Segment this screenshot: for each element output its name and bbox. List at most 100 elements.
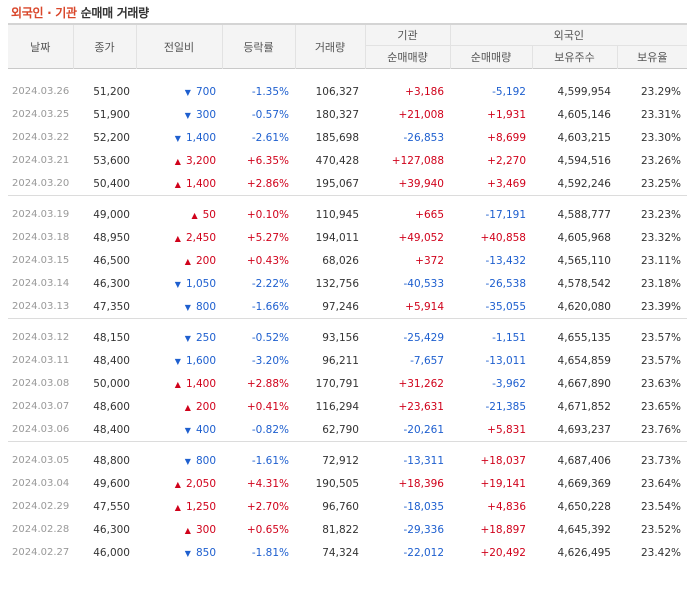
cell-holdings: 4,588,777 bbox=[557, 208, 611, 221]
cell-close: 48,150 bbox=[93, 331, 130, 344]
triangle-down-icon: ▼ bbox=[184, 548, 191, 558]
cell-change-value: 200 bbox=[195, 254, 216, 267]
cell-close: 49,600 bbox=[93, 477, 130, 490]
cell-change: ▲ 50 bbox=[136, 203, 222, 226]
cell-holdings: 4,592,246 bbox=[557, 177, 611, 190]
cell-volume: 470,428 bbox=[315, 154, 359, 167]
cell-ratio: 23.73% bbox=[640, 454, 682, 467]
cell-volume: 116,294 bbox=[315, 400, 359, 413]
cell-close: 48,400 bbox=[93, 423, 130, 436]
cell-change-value: 400 bbox=[195, 423, 216, 436]
cell-close: 49,000 bbox=[93, 208, 130, 221]
cell-volume: 132,756 bbox=[315, 277, 359, 290]
cell-inst-net: +23,631 bbox=[398, 400, 444, 413]
header-spacer bbox=[8, 69, 687, 81]
header-holdings: 보유주수 bbox=[531, 45, 617, 69]
group-separator bbox=[8, 318, 688, 326]
cell-date: 2024.03.26 bbox=[12, 86, 70, 97]
group-separator bbox=[8, 441, 688, 449]
cell-foreign-net: +4,836 bbox=[487, 500, 526, 513]
header-rate: 등락률 bbox=[221, 24, 295, 69]
separator-cell bbox=[8, 195, 688, 203]
cell-change-value: 300 bbox=[195, 108, 216, 121]
cell-close: 51,900 bbox=[93, 108, 130, 121]
cell-rate: -1.66% bbox=[251, 300, 289, 313]
cell-change: ▼ 250 bbox=[136, 326, 222, 349]
cell-rate: +2.88% bbox=[246, 377, 289, 390]
cell-date: 2024.03.15 bbox=[12, 255, 70, 266]
cell-change: ▲ 2,050 bbox=[136, 472, 222, 495]
cell-date: 2024.02.28 bbox=[12, 524, 70, 535]
header-change: 전일비 bbox=[135, 24, 222, 69]
cell-ratio: 23.76% bbox=[640, 423, 682, 436]
cell-foreign-net: -1,151 bbox=[492, 331, 526, 344]
cell-volume: 106,327 bbox=[315, 85, 359, 98]
triangle-down-icon: ▼ bbox=[184, 302, 191, 312]
cell-volume: 93,156 bbox=[322, 331, 359, 344]
cell-holdings: 4,626,495 bbox=[557, 546, 611, 559]
cell-ratio: 23.65% bbox=[640, 400, 682, 413]
cell-date: 2024.03.14 bbox=[12, 278, 70, 289]
table-row: 2024.03.04 49,600 ▲ 2,050 +4.31% 190,505 +18,3… bbox=[8, 472, 687, 495]
triangle-up-icon: ▲ bbox=[191, 210, 198, 220]
cell-volume: 62,790 bbox=[322, 423, 359, 436]
header-close: 종가 bbox=[72, 24, 136, 69]
table-row: 2024.03.11 48,400 ▼ 1,600 -3.20% 96,211 -7,657… bbox=[8, 349, 687, 372]
cell-ratio: 23.11% bbox=[640, 254, 682, 267]
cell-holdings: 4,605,968 bbox=[557, 231, 611, 244]
triangle-up-icon: ▲ bbox=[174, 156, 181, 166]
cell-change-value: 3,200 bbox=[185, 154, 216, 167]
cell-rate: -0.52% bbox=[251, 331, 289, 344]
cell-volume: 72,912 bbox=[322, 454, 359, 467]
cell-volume: 194,011 bbox=[315, 231, 359, 244]
cell-foreign-net: -35,055 bbox=[485, 300, 526, 313]
cell-ratio: 23.42% bbox=[640, 546, 682, 559]
cell-change: ▼ 700 bbox=[136, 80, 222, 103]
cell-inst-net: -7,657 bbox=[410, 354, 444, 367]
table-row: 2024.03.14 46,300 ▼ 1,050 -2.22% 132,756 -40,5… bbox=[8, 272, 687, 295]
triangle-down-icon: ▼ bbox=[174, 356, 181, 366]
triangle-up-icon: ▲ bbox=[174, 379, 181, 389]
cell-close: 51,200 bbox=[93, 85, 130, 98]
cell-holdings: 4,620,080 bbox=[557, 300, 611, 313]
cell-close: 46,300 bbox=[93, 523, 130, 536]
table-row: 2024.02.27 46,000 ▼ 850 -1.81% 74,324 -22,012 +… bbox=[8, 541, 687, 564]
cell-change: ▼ 800 bbox=[136, 449, 222, 472]
cell-change-value: 2,050 bbox=[185, 477, 216, 490]
cell-date: 2024.03.07 bbox=[12, 401, 70, 412]
cell-rate: -3.20% bbox=[251, 354, 289, 367]
cell-date: 2024.03.25 bbox=[12, 109, 70, 120]
cell-inst-net: +665 bbox=[415, 208, 444, 221]
cell-close: 47,350 bbox=[93, 300, 130, 313]
cell-inst-net: +49,052 bbox=[398, 231, 444, 244]
cell-change: ▼ 300 bbox=[136, 103, 222, 126]
table-row: 2024.03.26 51,200 ▼ 700 -1.35% 106,327 +3,186 -… bbox=[8, 80, 687, 103]
cell-change-value: 200 bbox=[195, 400, 216, 413]
triangle-down-icon: ▼ bbox=[184, 425, 191, 435]
cell-ratio: 23.18% bbox=[640, 277, 682, 290]
cell-foreign-net: +5,831 bbox=[487, 423, 526, 436]
cell-holdings: 4,650,228 bbox=[557, 500, 611, 513]
cell-volume: 190,505 bbox=[315, 477, 359, 490]
separator-cell bbox=[8, 441, 688, 449]
cell-change-value: 1,400 bbox=[185, 377, 216, 390]
cell-rate: +2.86% bbox=[246, 177, 289, 190]
triangle-up-icon: ▲ bbox=[174, 502, 181, 512]
cell-close: 52,200 bbox=[93, 131, 130, 144]
cell-inst-net: -40,533 bbox=[403, 277, 444, 290]
cell-change-value: 1,400 bbox=[185, 177, 216, 190]
cell-change-value: 800 bbox=[195, 300, 216, 313]
triangle-up-icon: ▲ bbox=[184, 402, 191, 412]
cell-rate: -2.22% bbox=[251, 277, 289, 290]
cell-foreign-net: +18,897 bbox=[480, 523, 526, 536]
cell-date: 2024.03.19 bbox=[12, 209, 70, 220]
cell-ratio: 23.30% bbox=[640, 131, 682, 144]
cell-date: 2024.03.08 bbox=[12, 378, 70, 389]
cell-holdings: 4,603,215 bbox=[557, 131, 611, 144]
cell-change: ▼ 1,050 bbox=[136, 272, 222, 295]
cell-rate: -1.81% bbox=[251, 546, 289, 559]
cell-change-value: 1,050 bbox=[185, 277, 216, 290]
cell-change: ▲ 2,450 bbox=[136, 226, 222, 249]
cell-rate: +0.10% bbox=[246, 208, 289, 221]
cell-change: ▲ 1,400 bbox=[136, 172, 222, 196]
